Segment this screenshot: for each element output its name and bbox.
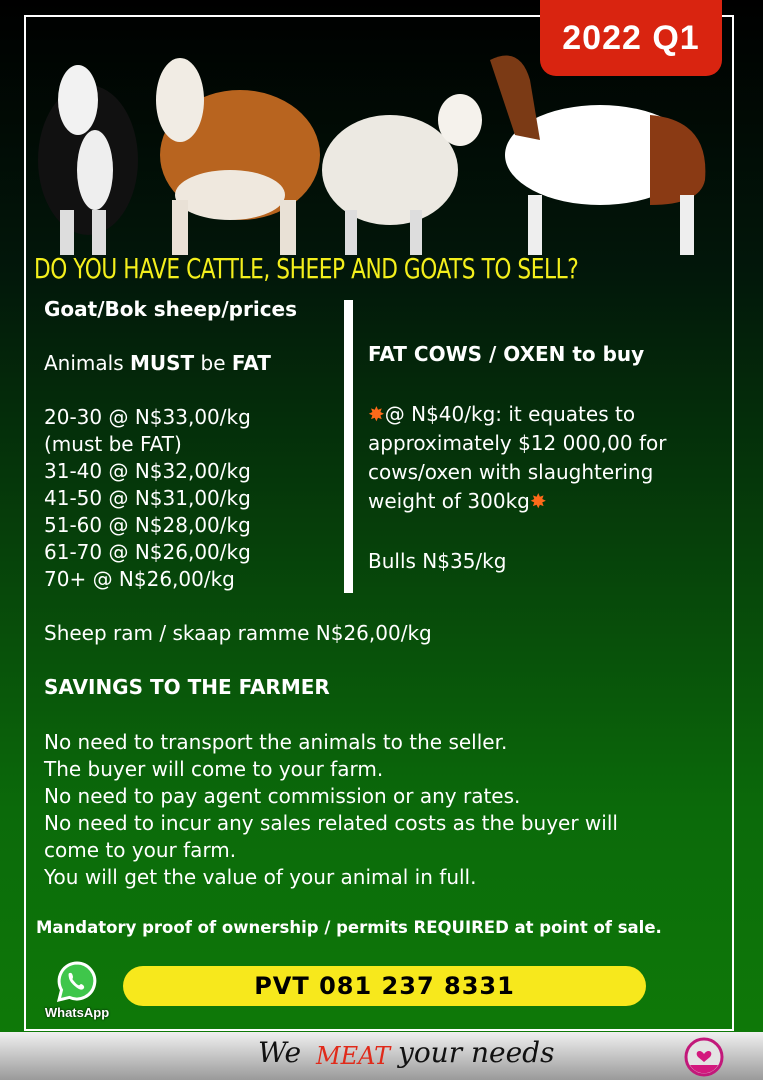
column-divider [344,300,353,593]
price-item: 31-40 @ N$32,00/kg [44,459,251,483]
slogan-rest: your needs [398,1036,555,1069]
text: Animals [44,351,130,375]
text: MUST [130,351,195,375]
bulls-price: Bulls N$35/kg [368,549,507,573]
savings-item: You will get the value of your animal in… [44,865,477,889]
ownership-notice: Mandatory proof of ownership / permits R… [36,918,662,937]
company-logo-icon [684,1037,724,1077]
whatsapp-contact[interactable]: WhatsApp [40,960,114,1020]
cows-title: FAT COWS / OXEN to buy [368,342,645,366]
whatsapp-label: WhatsApp [44,1005,110,1020]
footer-bar [0,1032,763,1080]
price-item: 61-70 @ N$26,00/kg [44,540,251,564]
text: FAT [231,351,271,375]
price-item: 51-60 @ N$28,00/kg [44,513,251,537]
explosion-icon: ✸ [368,402,385,426]
text: be [194,351,232,375]
savings-item: No need to pay agent commission or any r… [44,784,521,808]
price-item: 20-30 @ N$33,00/kg [44,405,251,429]
poster-border [24,15,734,1031]
price-item: 70+ @ N$26,00/kg [44,567,235,591]
price-item: 41-50 @ N$31,00/kg [44,486,251,510]
white-sheep [322,94,482,255]
black-white-cow [38,65,138,255]
text: weight of 300kg [368,489,530,513]
slogan-we: We [258,1036,302,1069]
explosion-icon: ✸ [529,489,547,513]
price-item: (must be FAT) [44,432,182,456]
sheep-ram-price: Sheep ram / skaap ramme N$26,00/kg [44,621,432,645]
savings-list: No need to transport the animals to the … [44,729,618,891]
price-list: 20-30 @ N$33,00/kg (must be FAT) 31-40 @… [44,404,251,593]
slogan-meat: MEAT [316,1042,391,1070]
phone-number[interactable]: PVT 081 237 8331 [123,966,646,1006]
headline: DO YOU HAVE CATTLE, SHEEP AND GOATS TO S… [34,252,579,285]
savings-title: SAVINGS TO THE FARMER [44,675,330,699]
quarter-badge: 2022 Q1 [540,0,722,76]
savings-item: The buyer will come to your farm. [44,757,384,781]
goat-prices-title: Goat/Bok sheep/prices [44,297,298,321]
must-be-fat: Animals MUST be FAT [44,350,271,377]
brown-white-cow [156,58,320,255]
savings-item: come to your farm. [44,838,237,862]
boer-goat [490,55,706,255]
savings-item: No need to incur any sales related costs… [44,811,618,835]
text: cows/oxen with slaughtering [368,460,654,484]
text: approximately $12 000,00 for [368,431,667,455]
savings-item: No need to transport the animals to the … [44,730,508,754]
livestock-image [38,55,706,255]
whatsapp-icon [56,961,97,1003]
cows-price-text: ✸@ N$40/kg: it equates to approximately … [368,400,666,516]
text: @ N$40/kg: it equates to [384,402,636,426]
